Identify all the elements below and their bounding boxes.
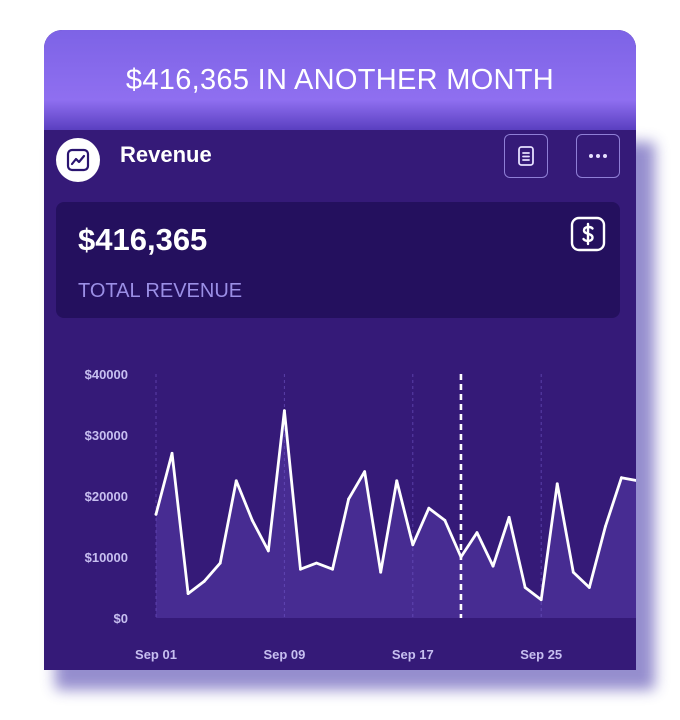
y-tick-label: $10000	[85, 550, 128, 565]
data-point	[491, 564, 495, 568]
widget-title: Revenue	[120, 142, 212, 167]
area-fill	[156, 410, 636, 618]
data-point	[266, 549, 270, 553]
more-options-icon	[589, 154, 607, 158]
data-point	[539, 598, 543, 602]
x-tick-label: Sep 01	[135, 647, 177, 662]
data-point	[154, 512, 158, 516]
data-point	[315, 561, 318, 565]
data-point	[250, 519, 254, 522]
document-icon	[518, 146, 534, 166]
data-point	[234, 479, 238, 483]
data-point	[523, 586, 527, 589]
y-tick-label: $20000	[85, 489, 128, 504]
data-point	[475, 531, 479, 534]
total-revenue-label: TOTAL REVENUE	[78, 280, 243, 302]
data-point	[459, 555, 463, 559]
data-point	[283, 409, 286, 412]
data-point	[555, 482, 559, 486]
total-revenue-panel: $416,365 TOTAL REVENUE	[56, 202, 620, 318]
revenue-card: $416,365 IN ANOTHER MONTH Revenue	[44, 30, 636, 670]
data-point	[363, 470, 367, 473]
y-tick-label: $0	[114, 611, 128, 626]
data-point	[427, 506, 431, 510]
y-tick-label: $30000	[85, 428, 128, 443]
data-point	[395, 479, 399, 483]
x-tick-label: Sep 09	[263, 647, 305, 662]
revenue-widget: Revenue $416,365 TOTAL REVENUE	[44, 130, 636, 670]
data-point	[411, 543, 415, 547]
x-tick-label: Sep 25	[520, 647, 562, 662]
banner-headline: $416,365 IN ANOTHER MONTH	[44, 30, 636, 130]
data-point	[186, 592, 190, 595]
x-tick-label: Sep 17	[392, 647, 434, 662]
document-button[interactable]	[504, 134, 548, 178]
data-point	[170, 451, 174, 455]
data-point	[218, 561, 222, 565]
data-point	[604, 525, 607, 528]
y-tick-label: $40000	[85, 367, 128, 382]
data-point	[507, 515, 511, 519]
data-point	[620, 476, 623, 480]
data-point	[443, 519, 447, 522]
data-point	[379, 570, 383, 574]
data-point	[347, 497, 350, 501]
chart-line-icon	[56, 138, 100, 182]
data-point	[202, 580, 206, 583]
more-options-button[interactable]	[576, 134, 620, 178]
data-point	[571, 570, 575, 574]
dollar-icon	[570, 216, 606, 252]
data-point	[331, 567, 334, 571]
total-revenue-value: $416,365	[78, 222, 208, 257]
data-point	[587, 586, 591, 589]
revenue-line-chart: $0 $10000 $20000 $30000 $40000 Sep 01 Sep 09 Se…	[85, 367, 636, 662]
data-point	[299, 567, 302, 571]
